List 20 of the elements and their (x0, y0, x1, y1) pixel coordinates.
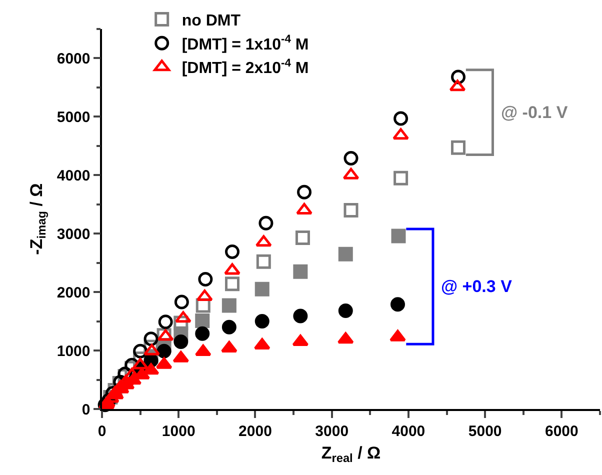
x-tick-label: 0 (98, 422, 106, 440)
y-tick-label: 5000 (56, 108, 90, 126)
y-tick-label: 1000 (56, 342, 90, 360)
legend-label: [DMT] = 2x10$^{-4}$ M (182, 57, 309, 78)
x-tick-label: 2000 (238, 422, 272, 440)
y-tick-label: 4000 (56, 167, 90, 184)
annotation: @ -0.1 V (501, 103, 568, 122)
x-tick-label: 3000 (315, 422, 349, 440)
x-axis-title: Z$_{real}$ / Ω (321, 444, 381, 466)
annotation: @ +0.3 V (441, 277, 513, 296)
x-tick-label: 4000 (392, 422, 426, 440)
x-tick-label: 1000 (162, 422, 196, 440)
legend-label: [DMT] = 1x10$^{-4}$ M (182, 34, 309, 54)
y-tick-label: 0 (82, 401, 90, 418)
y-tick-label: 2000 (56, 284, 90, 302)
y-tick-label: 6000 (56, 50, 90, 68)
x-tick-label: 6000 (545, 422, 578, 440)
x-tick-label: 5000 (468, 422, 502, 440)
y-tick-label: 3000 (56, 226, 90, 243)
legend-label: no DMT (182, 12, 241, 30)
